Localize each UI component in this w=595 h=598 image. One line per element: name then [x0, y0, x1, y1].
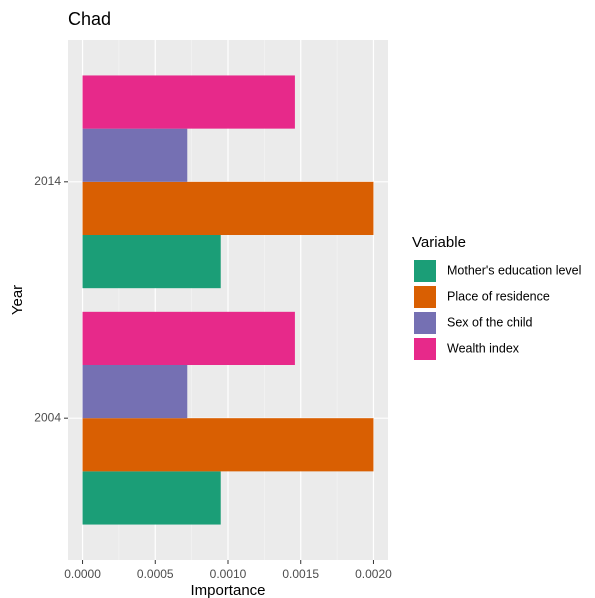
bar	[82, 75, 295, 129]
x-tick-label: 0.0020	[355, 567, 392, 581]
y-tick-label: 2004	[34, 410, 61, 424]
x-axis-label: Importance	[190, 582, 265, 598]
legend-label: Wealth index	[447, 341, 520, 355]
x-tick-label: 0.0005	[137, 567, 174, 581]
legend-key	[414, 338, 436, 360]
legend-key	[414, 260, 436, 282]
legend-title: Variable	[412, 234, 466, 251]
legend-label: Place of residence	[447, 289, 550, 303]
bar	[82, 128, 188, 182]
chart-title: Chad	[68, 9, 111, 29]
x-tick-label: 0.0010	[210, 567, 247, 581]
bar	[82, 311, 295, 365]
bar	[82, 365, 188, 419]
bar	[82, 181, 374, 235]
legend-key	[414, 286, 436, 308]
legend-label: Mother's education level	[447, 263, 581, 277]
x-tick-label: 0.0015	[282, 567, 319, 581]
legend-label: Sex of the child	[447, 315, 533, 329]
bar	[82, 418, 374, 472]
y-tick-label: 2014	[34, 174, 61, 188]
bar	[82, 471, 221, 525]
legend-key	[414, 312, 436, 334]
bar	[82, 235, 221, 289]
y-axis-label: Year	[9, 285, 26, 315]
x-tick-label: 0.0000	[64, 567, 101, 581]
